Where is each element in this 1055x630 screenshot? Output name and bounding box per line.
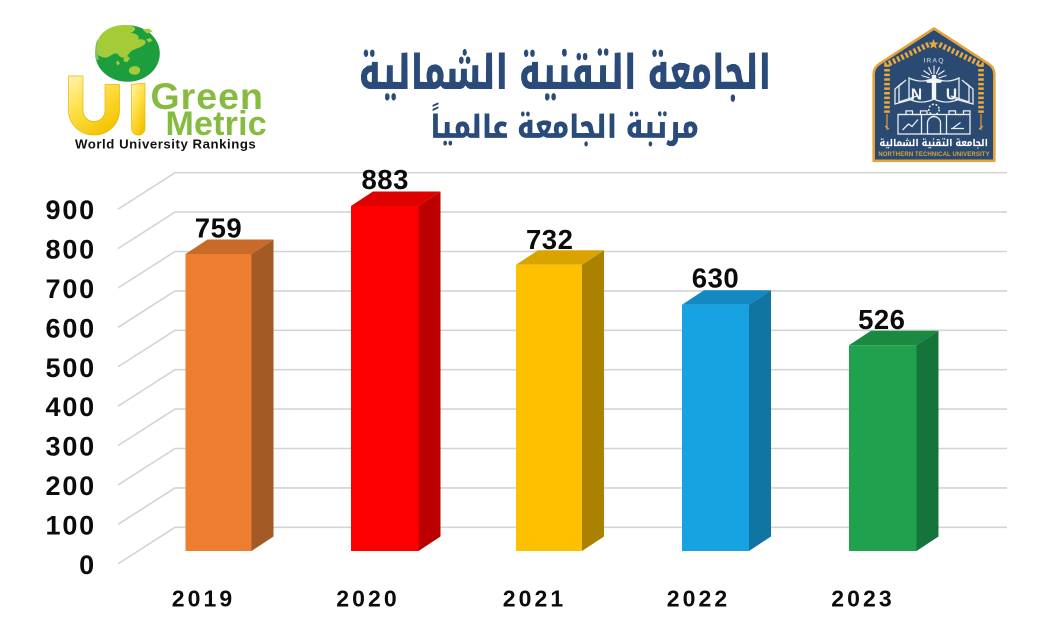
svg-text:Metric: Metric — [166, 105, 267, 143]
svg-text:526: 526 — [858, 304, 905, 335]
svg-text:400: 400 — [46, 392, 96, 422]
svg-text:732: 732 — [526, 224, 573, 255]
svg-text:700: 700 — [46, 274, 96, 304]
svg-text:2023: 2023 — [831, 586, 895, 612]
svg-text:N: N — [911, 87, 922, 104]
svg-text:800: 800 — [46, 235, 96, 265]
svg-text:630: 630 — [692, 263, 739, 294]
svg-text:2020: 2020 — [336, 586, 400, 612]
svg-text:NORTHERN TECHNICAL UNIVERSITY: NORTHERN TECHNICAL UNIVERSITY — [878, 152, 989, 158]
svg-text:2019: 2019 — [172, 586, 236, 612]
svg-text:500: 500 — [46, 353, 96, 383]
svg-text:900: 900 — [46, 195, 96, 225]
svg-text:883: 883 — [362, 164, 409, 195]
svg-text:IRAQ: IRAQ — [924, 58, 945, 65]
svg-text:100: 100 — [46, 510, 96, 540]
svg-text:World University Rankings: World University Rankings — [75, 137, 256, 152]
svg-text:759: 759 — [195, 212, 242, 243]
svg-text:200: 200 — [46, 471, 96, 501]
svg-text:600: 600 — [46, 313, 96, 343]
svg-text:U: U — [946, 87, 957, 104]
svg-text:0: 0 — [79, 550, 96, 580]
svg-text:300: 300 — [46, 432, 96, 462]
svg-text:2022: 2022 — [667, 586, 731, 612]
svg-text:Green: Green — [151, 75, 264, 117]
svg-text:2021: 2021 — [503, 586, 567, 612]
